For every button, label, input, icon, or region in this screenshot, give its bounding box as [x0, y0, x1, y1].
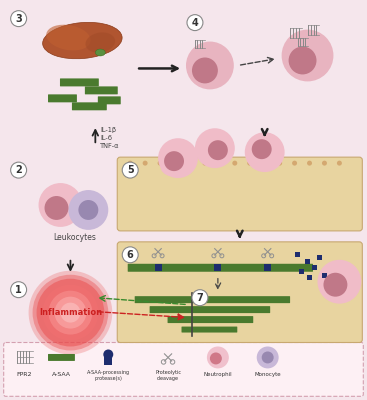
- Ellipse shape: [161, 164, 175, 176]
- Circle shape: [262, 161, 267, 166]
- FancyBboxPatch shape: [98, 96, 121, 104]
- Bar: [322, 273, 327, 278]
- Bar: [305, 259, 310, 264]
- Circle shape: [252, 139, 272, 159]
- Circle shape: [322, 161, 327, 166]
- Text: Proteolytic
cleavage: Proteolytic cleavage: [155, 370, 181, 381]
- Circle shape: [208, 140, 228, 160]
- Circle shape: [281, 30, 334, 82]
- Circle shape: [128, 161, 133, 166]
- Text: 4: 4: [192, 18, 198, 28]
- Circle shape: [61, 303, 80, 322]
- Circle shape: [122, 247, 138, 263]
- Bar: [295, 252, 300, 257]
- Bar: [299, 269, 304, 274]
- Circle shape: [203, 161, 207, 166]
- Text: Inflammation: Inflammation: [39, 308, 102, 317]
- Circle shape: [68, 190, 108, 230]
- Bar: [312, 265, 317, 270]
- Circle shape: [48, 291, 92, 334]
- FancyBboxPatch shape: [85, 86, 118, 94]
- Bar: [214, 264, 221, 271]
- Text: FPR2: FPR2: [17, 372, 32, 377]
- FancyBboxPatch shape: [4, 342, 363, 396]
- Circle shape: [43, 285, 98, 340]
- Circle shape: [44, 196, 68, 220]
- Circle shape: [337, 161, 342, 166]
- FancyBboxPatch shape: [72, 102, 107, 110]
- Circle shape: [317, 260, 361, 304]
- Circle shape: [33, 275, 108, 350]
- FancyBboxPatch shape: [168, 316, 253, 323]
- FancyBboxPatch shape: [60, 78, 99, 86]
- FancyBboxPatch shape: [48, 354, 75, 361]
- Text: Leukocytes: Leukocytes: [53, 233, 96, 242]
- Circle shape: [277, 161, 282, 166]
- Circle shape: [188, 161, 192, 166]
- Bar: [104, 356, 112, 366]
- Text: 3: 3: [15, 14, 22, 24]
- Circle shape: [29, 271, 112, 354]
- Circle shape: [192, 290, 208, 306]
- Text: IL-1β
IL-6
TNF-α: IL-1β IL-6 TNF-α: [100, 127, 120, 149]
- Circle shape: [11, 11, 26, 27]
- Circle shape: [195, 128, 235, 168]
- Ellipse shape: [95, 49, 105, 56]
- Ellipse shape: [46, 25, 91, 50]
- Text: A-SAA-processing
protease(s): A-SAA-processing protease(s): [87, 370, 130, 381]
- Circle shape: [11, 162, 26, 178]
- Text: A-SAA: A-SAA: [52, 372, 71, 377]
- Text: Monocyte: Monocyte: [254, 372, 281, 377]
- Circle shape: [157, 161, 163, 166]
- Bar: [317, 255, 322, 260]
- Circle shape: [172, 161, 178, 166]
- Text: 6: 6: [127, 250, 134, 260]
- Circle shape: [323, 273, 348, 297]
- FancyBboxPatch shape: [128, 264, 313, 272]
- Text: 5: 5: [127, 165, 134, 175]
- Text: 7: 7: [197, 293, 203, 303]
- Text: 1: 1: [15, 285, 22, 295]
- Circle shape: [217, 161, 222, 166]
- Circle shape: [307, 161, 312, 166]
- FancyBboxPatch shape: [150, 306, 270, 313]
- Circle shape: [186, 42, 234, 89]
- Circle shape: [39, 183, 82, 227]
- Circle shape: [158, 138, 198, 178]
- Circle shape: [143, 161, 148, 166]
- FancyBboxPatch shape: [48, 94, 77, 102]
- Circle shape: [247, 161, 252, 166]
- Circle shape: [54, 297, 86, 328]
- Text: Neutrophil: Neutrophil: [204, 372, 232, 377]
- Circle shape: [232, 161, 237, 166]
- Circle shape: [122, 162, 138, 178]
- Circle shape: [79, 200, 98, 220]
- Circle shape: [292, 161, 297, 166]
- Circle shape: [164, 151, 184, 171]
- Circle shape: [207, 346, 229, 368]
- Bar: [155, 264, 161, 271]
- FancyBboxPatch shape: [117, 242, 362, 342]
- FancyBboxPatch shape: [117, 157, 362, 231]
- Circle shape: [262, 352, 274, 364]
- FancyBboxPatch shape: [135, 296, 290, 303]
- Text: 2: 2: [15, 165, 22, 175]
- Circle shape: [37, 279, 104, 346]
- Circle shape: [257, 346, 279, 368]
- Ellipse shape: [43, 22, 122, 59]
- Circle shape: [210, 352, 222, 364]
- Bar: [264, 264, 271, 271]
- Circle shape: [288, 46, 316, 74]
- Circle shape: [192, 58, 218, 84]
- Bar: [307, 275, 312, 280]
- Circle shape: [11, 282, 26, 298]
- Circle shape: [103, 350, 113, 360]
- Circle shape: [245, 132, 285, 172]
- Ellipse shape: [86, 32, 115, 53]
- Circle shape: [187, 15, 203, 30]
- FancyBboxPatch shape: [182, 326, 237, 332]
